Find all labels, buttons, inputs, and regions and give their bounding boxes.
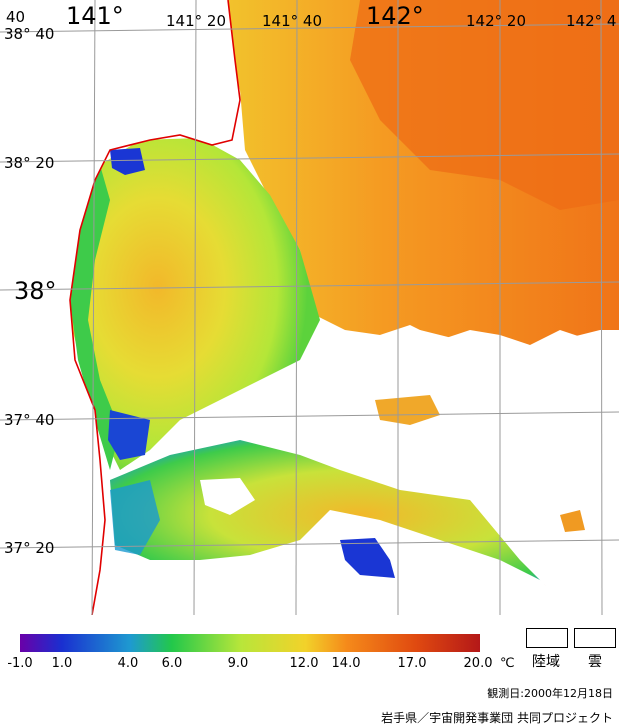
legend-tick: 9.0	[227, 656, 249, 671]
lat-label-37-40: 37° 40	[4, 411, 55, 429]
sea-surface-temperature-map	[0, 0, 619, 615]
coastline	[69, 0, 241, 615]
cloud-legend-label: 雲	[588, 654, 602, 670]
legend-tick: 6.0	[161, 656, 183, 671]
lat-label-38: 38°	[14, 277, 57, 305]
cloud-gap-inner	[200, 478, 255, 515]
offshore-hot-patch	[350, 0, 619, 210]
graticule	[0, 0, 619, 615]
nearshore-band	[70, 165, 120, 470]
lon-label-141: 141°	[66, 2, 124, 30]
legend-tick: 17.0	[397, 656, 427, 671]
lon-label-141-40: 141° 40	[262, 12, 322, 30]
legend-tick: 14.0	[331, 656, 361, 671]
legend-tick: 12.0	[289, 656, 319, 671]
south-blue-blob	[340, 538, 395, 578]
south-blue-edge	[110, 480, 160, 555]
cold-patch-north	[110, 148, 145, 175]
legend-tick: 20.0	[463, 656, 493, 671]
temperature-color-bar	[20, 634, 480, 652]
lon-label-142-40: 142° 4	[566, 12, 617, 30]
legend-tick: -1.0	[7, 656, 33, 671]
lon-label-142-20: 142° 20	[466, 12, 526, 30]
observation-date: 観測日:2000年12月18日	[487, 687, 613, 700]
land-legend-label: 陸域	[532, 654, 560, 670]
legend-tick: 1.0	[51, 656, 73, 671]
lat-label-37-20: 37° 20	[4, 539, 55, 557]
lat-label-38-40: 38° 40	[4, 25, 55, 43]
lat-label-38-20: 38° 20	[4, 154, 55, 172]
warm-island-se	[560, 510, 585, 532]
lon-label-140-40: 40	[6, 8, 26, 26]
lon-label-141-20: 141° 20	[166, 12, 226, 30]
south-water	[110, 440, 610, 590]
land	[0, 0, 240, 615]
cold-patch-coast	[108, 410, 150, 460]
lon-label-142: 142°	[366, 2, 424, 30]
credit-line: 岩手県／宇宙開発事業団 共同プロジェクト	[381, 711, 613, 725]
temperature-unit: ℃	[500, 656, 515, 671]
legend-tick: 4.0	[117, 656, 139, 671]
warm-island-east	[375, 395, 440, 425]
cloud-legend-swatch	[574, 628, 616, 648]
land-legend-swatch	[526, 628, 568, 648]
